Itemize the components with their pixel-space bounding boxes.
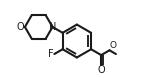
Text: O: O [17, 22, 24, 32]
Text: O: O [97, 66, 105, 76]
Text: N: N [49, 22, 56, 32]
Text: F: F [48, 49, 54, 59]
Text: O: O [110, 41, 117, 50]
